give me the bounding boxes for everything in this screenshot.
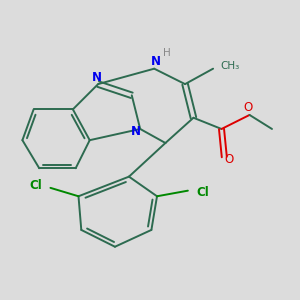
Text: N: N [92, 70, 102, 84]
Text: O: O [224, 153, 233, 166]
Text: O: O [244, 101, 253, 114]
Text: H: H [163, 48, 171, 58]
Text: N: N [131, 125, 141, 138]
Text: CH₃: CH₃ [220, 61, 239, 71]
Text: N: N [151, 55, 160, 68]
Text: Cl: Cl [196, 186, 209, 199]
Text: Cl: Cl [29, 178, 42, 192]
